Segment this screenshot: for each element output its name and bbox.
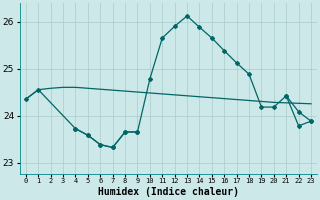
X-axis label: Humidex (Indice chaleur): Humidex (Indice chaleur) [98,187,239,197]
